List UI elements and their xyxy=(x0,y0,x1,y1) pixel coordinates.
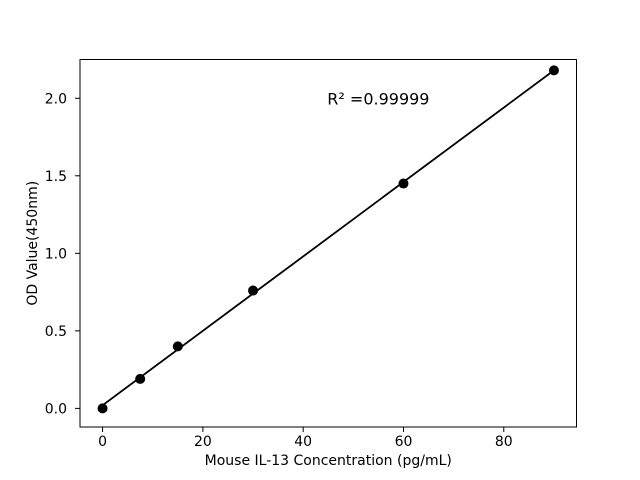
x-tick-label: 80 xyxy=(495,434,513,450)
x-tick-label: 40 xyxy=(294,434,312,450)
x-axis-label: Mouse IL-13 Concentration (pg/mL) xyxy=(205,453,452,469)
y-tick-label: 0.0 xyxy=(45,401,67,417)
y-tick-label: 1.5 xyxy=(45,169,67,185)
y-tick-label: 1.0 xyxy=(45,246,67,262)
y-axis-ticks: 0.0 0.5 1.0 1.5 2.0 xyxy=(45,91,80,417)
y-tick-label: 0.5 xyxy=(45,324,67,340)
data-point xyxy=(548,65,559,76)
data-point xyxy=(172,341,183,352)
x-tick-label: 60 xyxy=(395,434,413,450)
r-squared-annotation: R² =0.99999 xyxy=(327,89,429,108)
y-tick-label: 2.0 xyxy=(45,91,67,107)
y-axis-label: OD Value(450nm) xyxy=(25,181,41,306)
data-point xyxy=(398,178,409,189)
data-point xyxy=(97,403,108,414)
plot-area xyxy=(79,59,577,428)
x-tick-label: 20 xyxy=(194,434,212,450)
x-tick-label: 0 xyxy=(98,434,107,450)
data-point xyxy=(248,285,259,296)
fit-line xyxy=(102,69,555,407)
data-point xyxy=(135,373,146,384)
data-points xyxy=(97,65,559,414)
x-axis-ticks: 0 20 40 60 80 xyxy=(98,427,513,450)
